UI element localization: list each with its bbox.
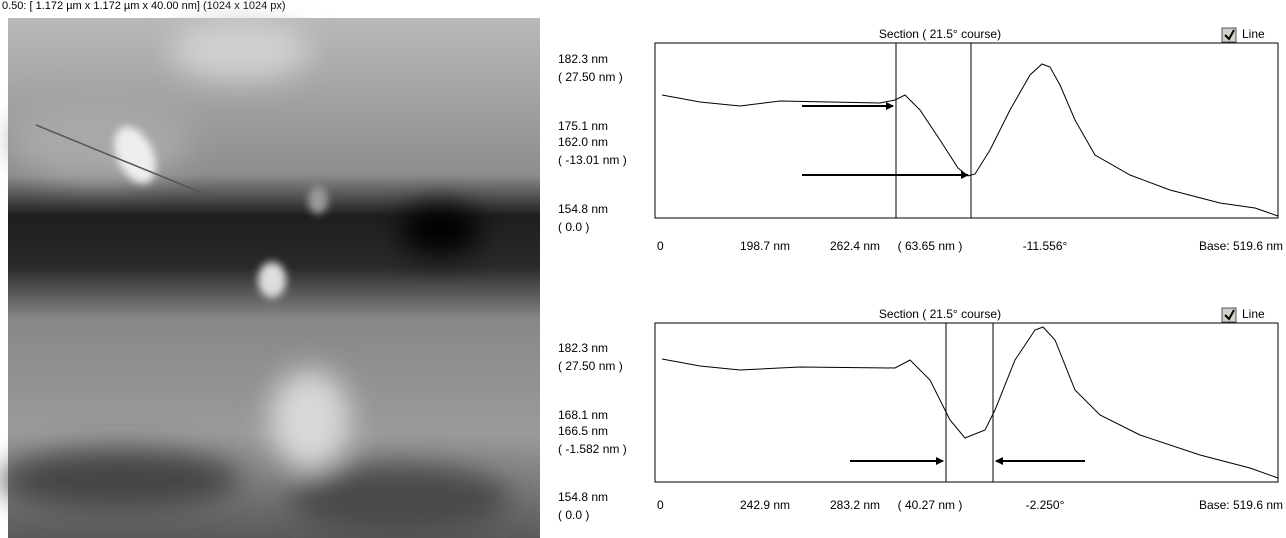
checkmark xyxy=(1224,309,1235,321)
y-label: 162.0 nm xyxy=(558,135,608,149)
x-label: 198.7 nm xyxy=(740,239,790,253)
x-label: 0 xyxy=(657,498,664,512)
x-label: 0 xyxy=(657,239,664,253)
y-label: 175.1 nm xyxy=(558,119,608,133)
y-label: 168.1 nm xyxy=(558,408,608,422)
y-label: ( 0.0 ) xyxy=(558,508,589,522)
x-label: Base: 519.6 nm xyxy=(1199,239,1283,253)
section-panel: Section ( 21.5° course) Line 182.3 nm ( 27.… xyxy=(558,307,1283,522)
checkmark xyxy=(1224,29,1235,41)
checkbox-label: Line xyxy=(1242,307,1265,321)
x-label: 242.9 nm xyxy=(740,498,790,512)
y-label: 182.3 nm xyxy=(558,52,608,66)
y-label: ( 0.0 ) xyxy=(558,220,589,234)
section-panel: Section ( 21.5° course) Line 182.3 nm ( 27.… xyxy=(558,27,1283,253)
image-header: 0.50: [ 1.172 µm x 1.172 µm x 40.00 nm] … xyxy=(2,0,286,12)
x-label: 262.4 nm xyxy=(830,239,880,253)
checkbox-label: Line xyxy=(1242,27,1265,41)
section-title: Section ( 21.5° course) xyxy=(879,27,1001,41)
x-label: -2.250° xyxy=(1026,498,1065,512)
afm-image xyxy=(0,18,540,538)
x-label: ( 63.65 nm ) xyxy=(898,239,963,253)
section-title: Section ( 21.5° course) xyxy=(879,307,1001,321)
y-label: ( 27.50 nm ) xyxy=(558,359,623,373)
y-label: 182.3 nm xyxy=(558,341,608,355)
x-label: ( 40.27 nm ) xyxy=(898,498,963,512)
x-label: -11.556° xyxy=(1023,239,1068,253)
y-label: ( -13.01 nm ) xyxy=(558,153,627,167)
x-label: 283.2 nm xyxy=(830,498,880,512)
y-label: 154.8 nm xyxy=(558,202,608,216)
y-label: 166.5 nm xyxy=(558,424,608,438)
x-label: Base: 519.6 nm xyxy=(1199,498,1283,512)
y-label: 154.8 nm xyxy=(558,490,608,504)
y-label: ( 27.50 nm ) xyxy=(558,70,623,84)
y-label: ( -1.582 nm ) xyxy=(558,442,627,456)
